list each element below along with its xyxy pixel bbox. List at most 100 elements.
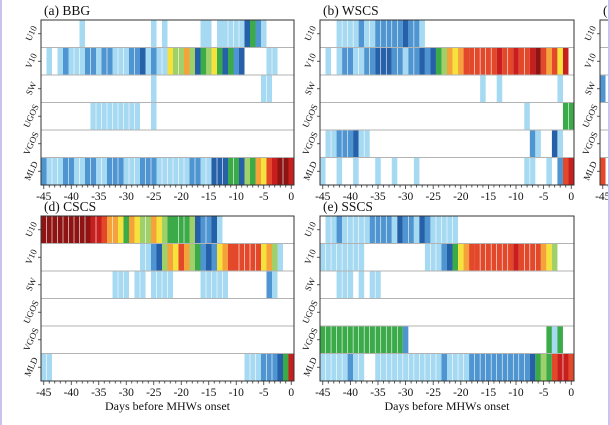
cell-a-bbg-mld-16 — [250, 158, 256, 185]
x-tick-label: -30 — [119, 387, 135, 399]
x-tick-label: -20 — [174, 191, 190, 203]
cell-a-bbg-mld-14 — [239, 158, 245, 185]
cell-e-sscs-v10-1 — [424, 244, 442, 271]
row-label-u10: U10 — [582, 24, 598, 43]
cell-b-wscs-v10-19 — [496, 48, 503, 75]
x-tick-label: -15 — [201, 191, 217, 203]
cell-a-bbg-mld-6 — [107, 158, 124, 185]
panel-title: (c) — [603, 3, 610, 18]
x-tick-label: 0 — [568, 387, 574, 399]
panel-title: (e) SSCS — [323, 199, 373, 214]
x-tick-label: 0 — [288, 191, 294, 203]
cell-e-sscs-u10-8 — [419, 216, 425, 243]
x-tick-label: -40 — [64, 387, 80, 399]
x-tick-label: -45 — [36, 191, 52, 203]
x-tick-label: 0 — [568, 191, 574, 203]
x-tick-label: -10 — [508, 191, 524, 203]
cell-a-bbg-v10-9 — [140, 48, 146, 75]
cell-d-cscs-u10-13 — [173, 216, 190, 243]
cell-a-bbg-u10-9 — [255, 20, 261, 47]
cell-b-wscs-vgos-4 — [529, 130, 536, 157]
cell-e-sscs-u10-4 — [391, 216, 398, 243]
cell-b-wscs-mld-8 — [557, 158, 563, 185]
row-label-ugos: UGOS — [580, 103, 599, 129]
cell-e-sscs-vgos-1 — [402, 326, 409, 353]
cell-d-cscs-sw-4 — [266, 271, 272, 298]
cell-d-cscs-v10-15 — [228, 244, 234, 271]
x-tick-label: -45 — [315, 387, 331, 399]
x-tick-label: -20 — [453, 387, 469, 399]
cell-e-sscs-sw-1 — [358, 271, 365, 298]
row-label-v10: V10 — [302, 51, 318, 70]
x-tick-label: -15 — [481, 191, 497, 203]
cell-d-cscs-v10-2 — [156, 244, 162, 271]
cell-a-bbg-mld-1 — [46, 158, 63, 185]
cell-b-wscs-vgos-5 — [535, 130, 541, 157]
cell-a-bbg-v10-15 — [184, 48, 190, 75]
x-tick-label: -35 — [370, 387, 386, 399]
cell-e-sscs-v10-6 — [463, 244, 470, 271]
cell-e-sscs-v10-7 — [469, 244, 475, 271]
cell-a-bbg-v10-20 — [211, 48, 217, 75]
cell-a-bbg-u10-2 — [162, 20, 168, 47]
cell-a-bbg-v10-1 — [57, 48, 63, 75]
row-label-sw: SW — [303, 276, 318, 293]
cell-a-bbg-v10-23 — [228, 48, 234, 75]
x-tick-label: -5 — [259, 387, 269, 399]
row-label-vgos: VGOS — [300, 326, 319, 352]
x-tick-label: -25 — [146, 387, 162, 399]
cell-d-cscs-u10-17 — [211, 216, 217, 243]
row-label-ugos: UGOS — [300, 103, 319, 129]
cell-e-sscs-v10-13 — [551, 244, 558, 271]
cell-e-sscs-u10-7 — [413, 216, 420, 243]
cell-d-cscs-u10-4 — [118, 216, 124, 243]
cell-d-cscs-v10-5 — [173, 244, 179, 271]
cell-a-bbg-u10-4 — [206, 20, 212, 47]
cell-e-sscs-mld-0 — [320, 354, 348, 381]
cell-d-cscs-u10-9 — [151, 216, 157, 243]
cell-b-wscs-v10-7 — [402, 48, 409, 75]
panel-frame — [599, 19, 610, 186]
cell-a-bbg-v10-21 — [217, 48, 223, 75]
cell-b-wscs-v10-28 — [557, 48, 563, 75]
x-tick-label: -35 — [370, 191, 386, 203]
cell-a-bbg-mld-8 — [140, 158, 157, 185]
cell-b-wscs-vgos-2 — [353, 130, 359, 157]
cell-b-wscs-u10-4 — [402, 20, 409, 47]
cell-a-bbg-v10-5 — [96, 48, 102, 75]
cell-d-cscs-u10-10 — [156, 216, 162, 243]
row-label-u10: U10 — [302, 220, 318, 239]
x-tick-label: -10 — [508, 387, 524, 399]
cell-b-wscs-sw-0 — [480, 75, 486, 102]
cell-d-cscs-v10-14 — [222, 244, 228, 271]
cell-e-sscs-v10-5 — [458, 244, 464, 271]
cell-b-wscs-v10-25 — [540, 48, 547, 75]
cell-e-sscs-u10-2 — [342, 216, 370, 243]
cell-a-bbg-mld-18 — [261, 158, 267, 185]
cell-b-wscs-mld-3 — [375, 158, 381, 185]
cell-e-sscs-mld-9 — [540, 354, 547, 381]
x-tick-label: -15 — [481, 387, 497, 399]
cell-a-bbg-v10-0 — [46, 48, 52, 75]
cell-a-bbg-u10-0 — [79, 20, 85, 47]
cell-a-bbg-v10-17 — [195, 48, 201, 75]
cell-d-cscs-u10-7 — [134, 216, 140, 243]
cell-a-bbg-mld-0 — [41, 158, 47, 185]
cell-b-wscs-sw-2 — [557, 75, 563, 102]
left-frame-edge — [0, 0, 2, 425]
x-tick-label: -40 — [343, 191, 359, 203]
cell-e-sscs-v10-12 — [546, 244, 552, 271]
cell-a-bbg-v10-10 — [145, 48, 151, 75]
cell-a-bbg-u10-10 — [261, 20, 267, 47]
row-label-ugos: UGOS — [300, 299, 319, 325]
x-tick-label: -25 — [146, 191, 162, 203]
row-label-v10: V10 — [302, 247, 318, 266]
cell-b-wscs-v10-27 — [551, 48, 558, 75]
row-label-ugos: UGOS — [21, 299, 40, 325]
cell-a-bbg-u10-1 — [151, 20, 157, 47]
cell-b-wscs-vgos-1 — [336, 130, 354, 157]
row-label-sw: SW — [24, 276, 39, 293]
cell-b-wscs-ugos-0 — [524, 103, 530, 130]
